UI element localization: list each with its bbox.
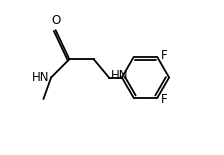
- Text: F: F: [161, 93, 168, 106]
- Text: F: F: [161, 49, 168, 62]
- Text: O: O: [51, 13, 60, 27]
- Text: HN: HN: [32, 71, 50, 84]
- Text: HN: HN: [110, 69, 128, 82]
